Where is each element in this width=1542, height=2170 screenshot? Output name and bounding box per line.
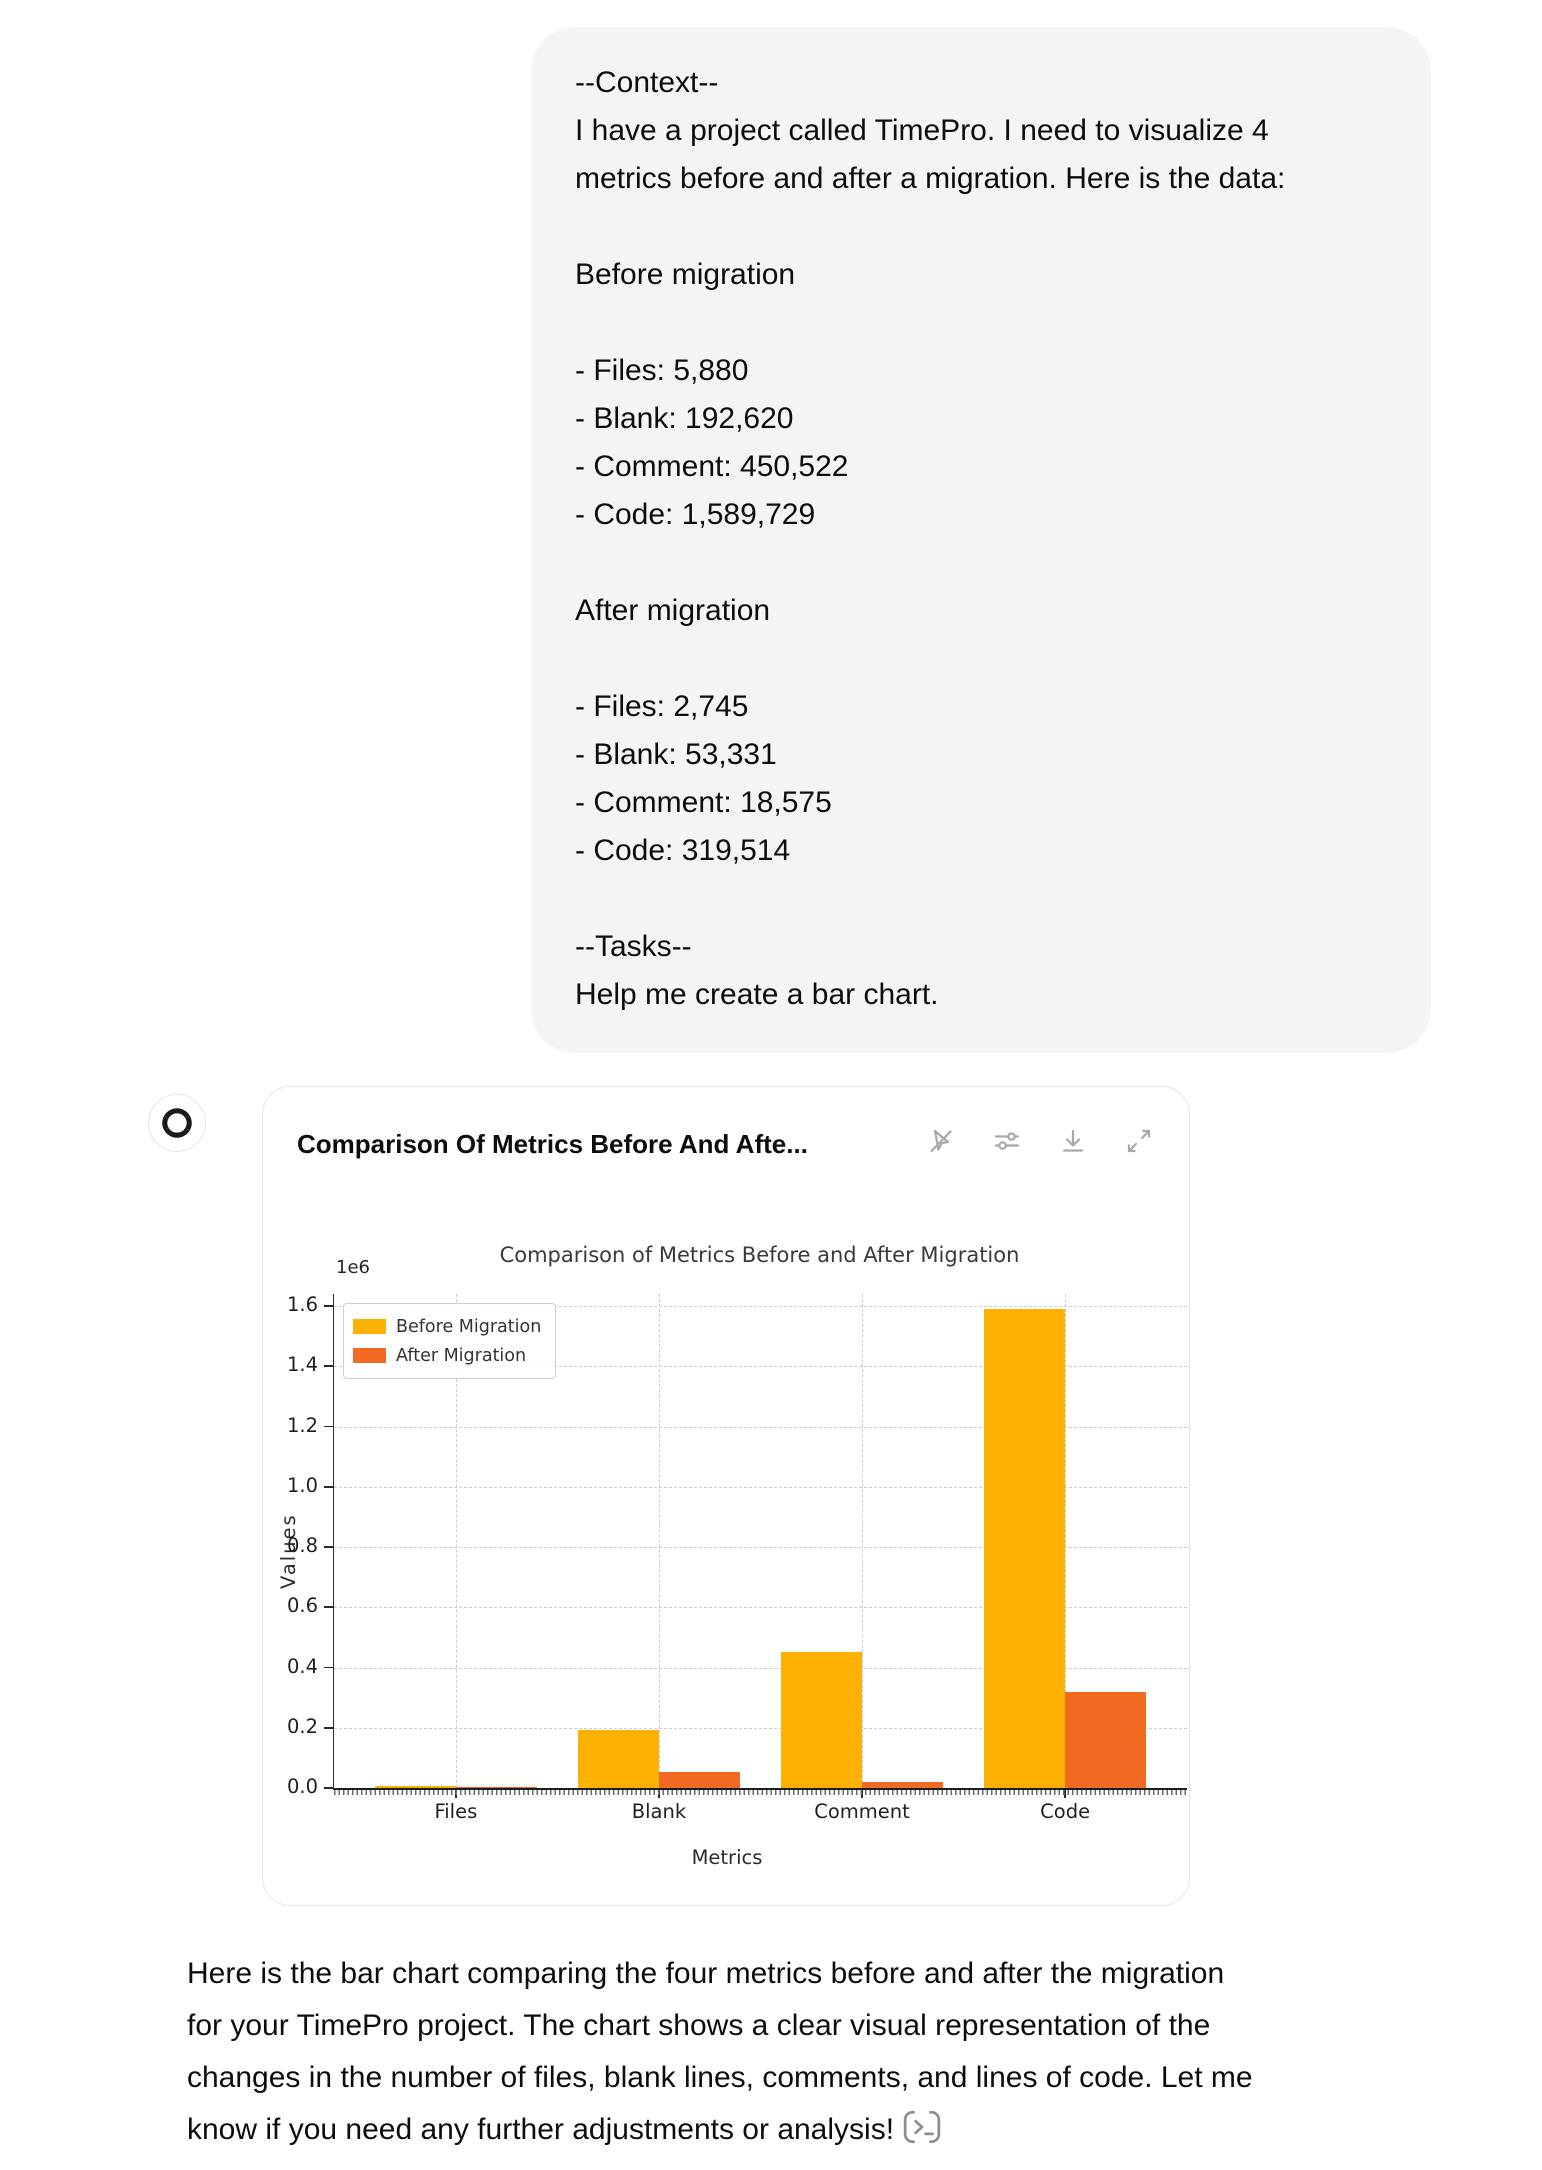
horizontal-gridline bbox=[334, 1667, 1187, 1669]
horizontal-gridline bbox=[334, 1426, 1187, 1428]
assistant-message: Here is the bar chart comparing the four… bbox=[187, 1948, 1427, 2162]
x-tick-label: Files bbox=[434, 1800, 478, 1823]
y-tick-label: 1.0 bbox=[286, 1473, 318, 1497]
axis-offset-label: 1e6 bbox=[336, 1257, 370, 1278]
vertical-gridline bbox=[455, 1294, 457, 1788]
y-tick-label: 0.6 bbox=[286, 1594, 318, 1618]
legend-entry: After Migration bbox=[353, 1341, 541, 1370]
chart-card: Comparison Of Metrics Before And Afte... bbox=[262, 1086, 1190, 1906]
horizontal-gridline bbox=[334, 1486, 1187, 1488]
y-tick-mark bbox=[324, 1606, 333, 1609]
bar-after-migration-comment bbox=[862, 1782, 944, 1788]
interactivity-off-icon[interactable] bbox=[927, 1127, 955, 1155]
assistant-avatar bbox=[148, 1094, 206, 1152]
y-tick-mark bbox=[324, 1546, 333, 1548]
bar-before-migration-blank bbox=[577, 1729, 659, 1788]
download-icon[interactable] bbox=[1059, 1127, 1087, 1155]
bar-after-migration-files bbox=[455, 1787, 538, 1788]
user-message-text: --Context-- I have a project called Time… bbox=[575, 66, 1286, 1011]
chart-title: Comparison of Metrics Before and After M… bbox=[499, 1243, 1020, 1267]
expand-icon[interactable] bbox=[1125, 1127, 1153, 1155]
y-tick-label: 1.6 bbox=[286, 1293, 318, 1317]
chart-legend: Before Migration After Migration bbox=[343, 1303, 557, 1379]
chart-toolbar bbox=[927, 1127, 1153, 1155]
assistant-message-text: Here is the bar chart comparing the four… bbox=[187, 1957, 1253, 2146]
bar-before-migration-files bbox=[374, 1786, 456, 1788]
y-tick-label: 0.2 bbox=[286, 1714, 318, 1738]
openai-logo-icon bbox=[162, 1108, 192, 1138]
y-tick-mark bbox=[324, 1425, 333, 1428]
bar-before-migration-comment bbox=[780, 1652, 863, 1788]
y-tick-label: 0.4 bbox=[286, 1654, 318, 1678]
y-tick-mark bbox=[324, 1305, 333, 1307]
vertical-gridline bbox=[658, 1294, 660, 1788]
y-tick-mark bbox=[324, 1485, 333, 1488]
y-tick-mark bbox=[324, 1666, 333, 1669]
bar-chart-figure: Comparison of Metrics Before and After M… bbox=[263, 1217, 1191, 1907]
y-tick-mark bbox=[324, 1365, 333, 1368]
y-tick-mark bbox=[324, 1726, 333, 1729]
legend-entry: Before Migration bbox=[353, 1312, 541, 1341]
legend-label: After Migration bbox=[396, 1345, 527, 1366]
plot-area: Files Blank Comment Code 0.0 0.2 0.4 0.6 0.8 1.0 1… bbox=[287, 1293, 1187, 1823]
legend-swatch bbox=[353, 1348, 386, 1363]
horizontal-gridline bbox=[334, 1727, 1187, 1729]
horizontal-gridline bbox=[334, 1306, 1187, 1308]
x-axis-minor-ticks bbox=[334, 1790, 1187, 1795]
vertical-gridline bbox=[1065, 1294, 1067, 1788]
legend-label: Before Migration bbox=[396, 1316, 542, 1337]
x-tick-label: Blank bbox=[631, 1800, 687, 1823]
bar-after-migration-code bbox=[1065, 1691, 1147, 1788]
x-tick-label: Code bbox=[1040, 1800, 1091, 1823]
chart-card-title: Comparison Of Metrics Before And Afte... bbox=[297, 1129, 808, 1159]
vertical-gridline bbox=[862, 1294, 864, 1788]
horizontal-gridline bbox=[334, 1607, 1187, 1609]
terminal-chip-icon[interactable] bbox=[902, 2109, 942, 2162]
x-tick-label: Comment bbox=[814, 1800, 910, 1823]
y-tick-label: 0.8 bbox=[286, 1534, 318, 1558]
user-message-bubble: --Context-- I have a project called Time… bbox=[531, 27, 1431, 1053]
y-tick-label: 1.4 bbox=[286, 1353, 318, 1377]
y-tick-label: 1.2 bbox=[286, 1413, 318, 1437]
chart-settings-icon[interactable] bbox=[993, 1127, 1021, 1155]
horizontal-gridline bbox=[334, 1366, 1187, 1368]
y-tick-mark bbox=[324, 1787, 333, 1789]
x-axis-label: Metrics bbox=[691, 1846, 763, 1869]
bar-after-migration-blank bbox=[658, 1771, 741, 1788]
legend-swatch bbox=[353, 1319, 386, 1334]
horizontal-gridline bbox=[334, 1547, 1187, 1549]
y-tick-label: 0.0 bbox=[286, 1775, 318, 1798]
bar-before-migration-code bbox=[983, 1309, 1066, 1788]
